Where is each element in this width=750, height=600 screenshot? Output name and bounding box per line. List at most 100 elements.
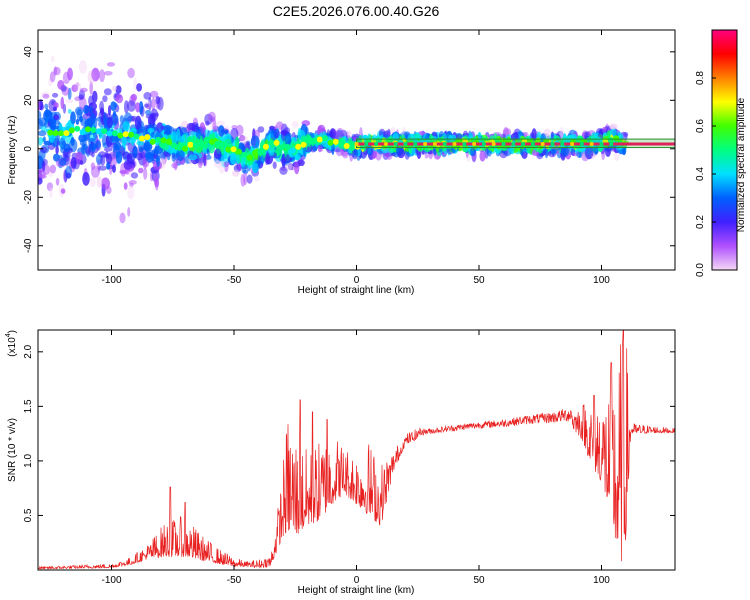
spectrogram-cell: [269, 125, 275, 130]
spectrogram-cell: [103, 147, 113, 152]
spectrogram-band-cell: [570, 141, 575, 146]
spectrogram-cell: [103, 88, 112, 96]
spectrogram-cell: [53, 114, 60, 121]
spectrogram-cell: [456, 133, 463, 141]
spectrogram-cell: [89, 105, 93, 114]
spectrogram-cell: [110, 101, 117, 111]
spectrogram-cell: [155, 96, 161, 105]
spectrogram-cell: [572, 151, 576, 156]
spectrogram-cell: [101, 177, 110, 190]
spectrogram-cell: [131, 136, 135, 146]
spectrogram-cell: [623, 132, 629, 137]
spectrogram-ridge-cell: [187, 141, 194, 148]
spectrogram-cell: [63, 143, 71, 152]
snr-series-line: [38, 330, 675, 570]
spectrogram-cell: [56, 140, 61, 146]
spectrogram-band-cell: [452, 141, 457, 146]
spectrogram-cell: [585, 145, 594, 160]
spectrogram-cell: [213, 160, 222, 168]
spectrogram-cell: [270, 129, 277, 142]
spectrogram-ridge-cell: [138, 135, 145, 142]
y-tick-label: 0: [23, 146, 34, 152]
spectrogram-cell: [82, 172, 90, 186]
spectrogram-cell: [67, 67, 73, 81]
spectrogram-cell: [329, 130, 333, 138]
spectrogram-cell: [559, 127, 564, 139]
spectrogram-ridge-cell: [268, 139, 275, 146]
x-tick-label: 100: [593, 275, 610, 286]
spectrogram-cell: [53, 106, 57, 112]
spectrogram-cell: [65, 172, 71, 179]
spectrogram-ridge-cell: [144, 134, 151, 141]
spectrogram-x-label: Height of straight line (km): [298, 285, 415, 296]
spectrogram-cell: [605, 146, 611, 157]
spectrogram-cell: [43, 109, 52, 123]
spectrogram-cell: [127, 186, 135, 200]
spectrogram-cell: [181, 134, 185, 141]
spectrogram-ridge-cell: [52, 130, 59, 137]
spectrogram-cell: [78, 60, 88, 74]
spectrogram-cell: [452, 147, 456, 154]
x-tick-label: 50: [473, 575, 485, 586]
spectrogram-ridge-cell: [230, 146, 237, 153]
spectrogram-ridge-cell: [214, 141, 221, 147]
spectrogram-cell: [156, 122, 164, 133]
spectrogram-cell: [67, 109, 72, 114]
spectrogram-cell: [239, 135, 246, 142]
spectrogram-cell: [198, 128, 202, 134]
spectrogram-cell: [106, 62, 116, 67]
y-tick-label: 20: [23, 94, 34, 106]
spectrogram-cell: [180, 127, 187, 135]
spectrogram-cell: [154, 146, 159, 156]
spectrogram-band-cell: [403, 141, 408, 146]
spectrogram-ridge-cell: [106, 130, 113, 137]
spectrogram-cell: [609, 123, 618, 130]
spectrogram-cell: [70, 111, 76, 125]
spectrogram-cell: [130, 172, 139, 179]
spectrogram-cell: [123, 112, 133, 124]
spectrogram-cell: [127, 67, 135, 79]
spectrogram-cell: [317, 124, 326, 133]
spectrogram-cell: [46, 182, 54, 192]
spectrogram-ridge-cell: [122, 131, 129, 138]
spectrogram-cell: [113, 141, 121, 151]
spectrogram-cell: [38, 136, 43, 146]
spectrogram-cell: [223, 130, 229, 135]
spectrogram-cell: [134, 115, 142, 130]
spectrogram-band-cell: [354, 141, 359, 146]
spectrogram-cell: [212, 118, 217, 133]
spectrogram-cell: [284, 133, 292, 146]
spectrogram-ridge-cell: [182, 145, 188, 152]
colorbar-label: Normalized spectral amplitude: [736, 97, 747, 232]
spectrogram-cell: [119, 212, 126, 224]
spectrogram-cell: [115, 85, 122, 94]
spectrogram-cell: [238, 162, 242, 172]
spectrogram-y-ticks: -40 -20 0 20 40: [23, 46, 675, 253]
spectrogram-ridge-cell: [192, 142, 199, 148]
snr-y-ticks: 0.5 1.0 1.5 2.0: [23, 344, 675, 522]
spectrogram-ridge-cell: [90, 127, 97, 133]
spectrogram-ridge-cell: [79, 129, 86, 136]
snr-background: [38, 330, 675, 570]
spectrogram-cell: [70, 157, 77, 169]
spectrogram-cell: [306, 140, 312, 147]
spectrogram-cell: [100, 107, 105, 116]
spectrogram-band-cell: [579, 141, 584, 146]
spectrogram-ridge-cell: [295, 143, 302, 150]
spectrogram-ridge-cell: [300, 141, 307, 148]
spectrogram-cell: [119, 170, 128, 174]
spectrogram-cell: [89, 81, 93, 95]
spectrogram-cell: [111, 113, 119, 126]
spectrogram-cell: [216, 120, 226, 126]
spectrogram-cell: [234, 136, 240, 150]
spectrogram-cell: [171, 151, 176, 163]
spectrogram-cell: [96, 176, 103, 188]
spectrogram-ridge-cell: [149, 138, 156, 145]
spectrogram-band-cell: [383, 141, 388, 146]
spectrogram-cell: [92, 90, 98, 103]
spectrogram-x-ticks: -100 -50 0 50 100: [101, 30, 610, 286]
y-tick-label: -40: [23, 238, 34, 253]
spectrogram-cell: [55, 145, 59, 155]
spectrogram-ridge-cell: [241, 151, 248, 158]
spectrogram-cell: [79, 160, 84, 165]
